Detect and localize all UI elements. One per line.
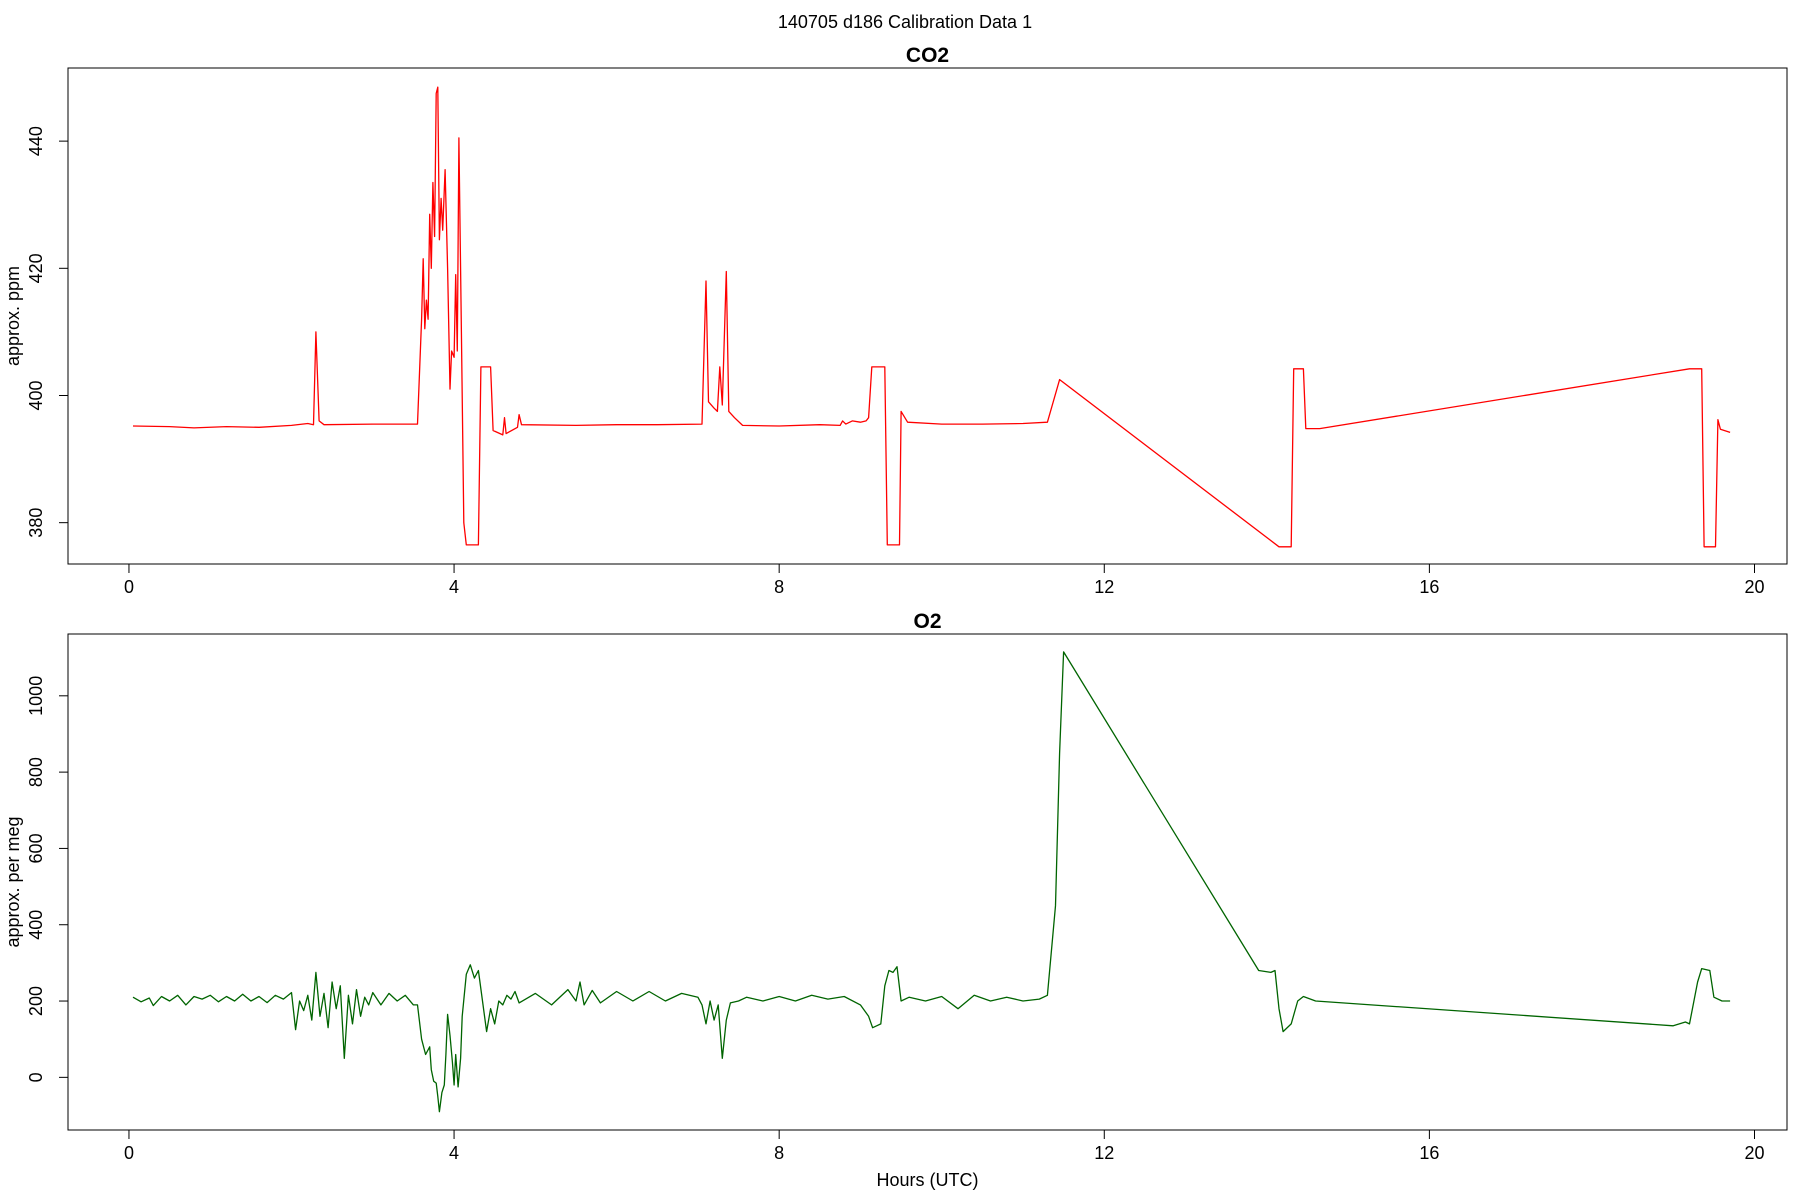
o2-y-tick-label: 200 [26,986,46,1016]
co2-y-tick-label: 380 [26,508,46,538]
o2-y-axis-title: approx. per meg [3,816,23,947]
co2-y-tick-label: 400 [26,380,46,410]
co2-series-line-0 [132,86,1731,548]
co2-x-tick-label: 12 [1094,577,1114,597]
o2-y-tick-label: 800 [26,757,46,787]
co2-y-tick-label: 420 [26,253,46,283]
o2-y-tick-label: 600 [26,833,46,863]
o2-series-line-0 [132,651,1731,1113]
o2-x-axis-title: Hours (UTC) [877,1170,979,1190]
co2-y-tick-label: 440 [26,126,46,156]
o2-x-tick-label: 16 [1419,1143,1439,1163]
o2-x-tick-label: 20 [1744,1143,1764,1163]
co2-x-tick-label: 20 [1744,577,1764,597]
o2-x-tick-label: 4 [449,1143,459,1163]
super-title: 140705 d186 Calibration Data 1 [778,12,1032,32]
o2-plot-frame [67,633,1788,1131]
co2-panel: CO2 0 4 8 12 16 20 380 400 420 440 approx. ppm [3,44,1788,597]
o2-panel-title: O2 [913,610,941,633]
o2-x-tick-label: 8 [774,1143,784,1163]
co2-y-axis-title: approx. ppm [3,266,23,366]
o2-x-tick-label: 12 [1094,1143,1114,1163]
co2-plot-frame [67,67,1788,565]
co2-x-tick-label: 8 [774,577,784,597]
co2-x-tick-label: 4 [449,577,459,597]
co2-panel-title: CO2 [906,44,949,67]
o2-y-tick-label: 400 [26,910,46,940]
o2-y-tick-label: 0 [26,1072,46,1082]
co2-x-tick-label: 16 [1419,577,1439,597]
o2-x-tick-label: 0 [124,1143,134,1163]
o2-y-tick-label: 1000 [26,676,46,716]
co2-x-tick-label: 0 [124,577,134,597]
